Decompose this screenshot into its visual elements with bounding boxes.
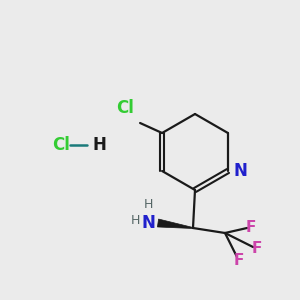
Text: N: N: [141, 214, 155, 232]
Text: F: F: [246, 220, 256, 235]
Text: Cl: Cl: [52, 136, 70, 154]
Text: H: H: [130, 214, 140, 226]
Text: F: F: [234, 253, 244, 268]
Text: H: H: [92, 136, 106, 154]
Text: F: F: [251, 241, 262, 256]
Polygon shape: [158, 219, 193, 229]
Text: N: N: [234, 162, 248, 180]
Text: Cl: Cl: [116, 99, 134, 117]
Text: H: H: [143, 198, 153, 211]
